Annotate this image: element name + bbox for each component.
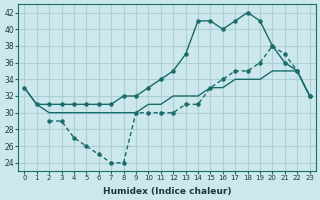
X-axis label: Humidex (Indice chaleur): Humidex (Indice chaleur) <box>103 187 231 196</box>
